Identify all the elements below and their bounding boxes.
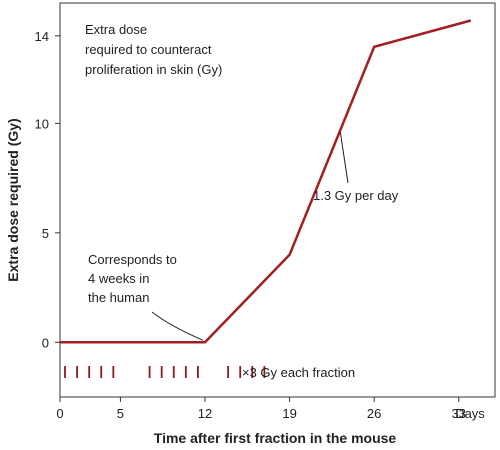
x-tick-label: 26 (367, 406, 381, 421)
annotation-slope-label: 1.3 Gy per day (313, 188, 399, 203)
annotation-top-left-line-1: Extra dose (85, 22, 147, 37)
annotation-top-left-line-3: proliferation in skin (Gy) (85, 62, 222, 77)
annotation-top-left-line-2: required to counteract (85, 42, 212, 57)
x-tick-label: 33 (452, 406, 466, 421)
slope-leader-line (339, 132, 349, 184)
x-tick-label: 19 (282, 406, 296, 421)
annotation-equivalence: Corresponds to 4 weeks in the human (88, 252, 204, 341)
y-axis-ticks: 0 5 10 14 (35, 29, 60, 350)
plot-frame (59, 2, 496, 398)
annotation-equivalence-line-1: Corresponds to (88, 252, 177, 267)
y-tick-label: 0 (42, 335, 49, 350)
fraction-marks (64, 366, 266, 378)
annotation-equivalence-line-2: 4 weeks in (88, 271, 149, 286)
x-tick-label: 5 (117, 406, 124, 421)
equivalence-leader-line (151, 311, 204, 341)
y-axis-title: Extra dose required (Gy) (5, 118, 21, 281)
x-axis-unit-label: Days (455, 406, 485, 421)
x-tick-label: 12 (198, 406, 212, 421)
x-axis-title: Time after first fraction in the mouse (154, 430, 397, 446)
series-layer (60, 19, 472, 344)
x-tick-label: 0 (56, 406, 63, 421)
annotation-equivalence-line-3: the human (88, 290, 149, 305)
y-tick-label: 10 (35, 116, 49, 131)
annotation-slope: 1.3 Gy per day (313, 132, 399, 203)
y-tick-label: 5 (42, 226, 49, 241)
series-line (60, 19, 472, 344)
y-tick-label: 14 (35, 29, 49, 44)
x-axis-ticks: 0 5 12 19 26 33 (56, 397, 466, 421)
fraction-label: ×3 Gy each fraction (242, 365, 355, 380)
annotation-top-left: Extra dose required to counteract prolif… (85, 22, 222, 77)
